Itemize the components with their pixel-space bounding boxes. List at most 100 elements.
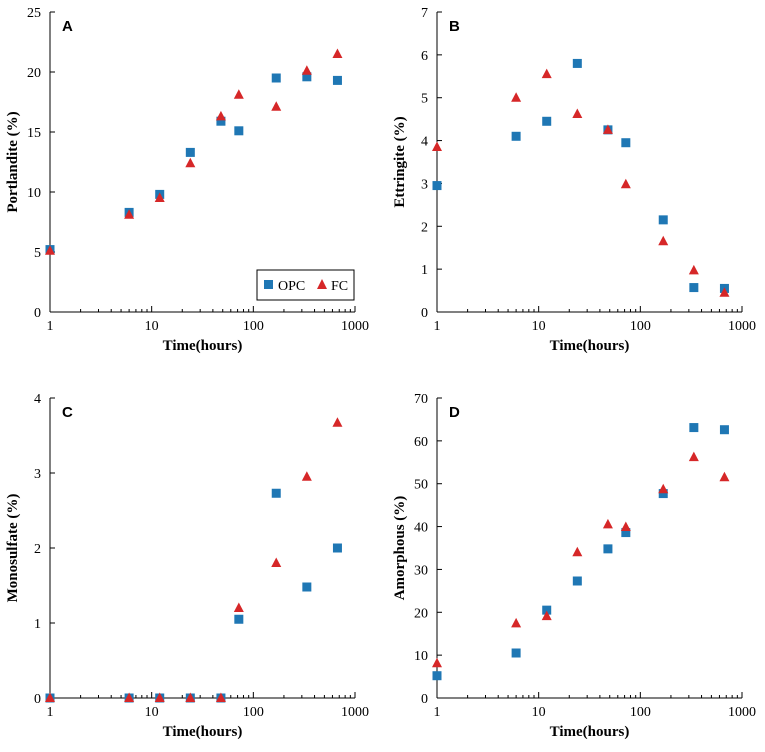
opc-point [689,423,699,433]
fc-point [233,602,244,612]
y-tick-label: 5 [421,92,428,107]
opc-point [511,131,521,141]
y-tick-label: 2 [34,542,41,557]
fc-point [154,192,165,202]
x-tick-label: 10 [145,319,159,334]
y-axis-title: Portlandite (%) [5,111,21,212]
y-tick-label: 5 [34,246,41,261]
y-tick-label: 0 [34,692,41,707]
opc-point [332,543,342,553]
y-tick-label: 4 [34,392,41,407]
x-tick-label: 10 [145,705,159,720]
panel-a: 0 5 10 15 20 25 1 10 100 1000 Time(hours) Portlandi… [5,6,369,354]
y-tick-label: 40 [414,521,428,536]
y-tick-label: 25 [27,6,41,21]
fc-point [45,245,55,255]
y-tick-label: 0 [34,306,41,321]
opc-point [216,116,226,126]
fc-point [541,610,552,621]
x-tick-label: 1 [434,319,441,334]
fc-point [332,48,343,58]
fc-point [301,471,312,481]
legend-fc-label: FC [331,279,348,294]
opc-point [658,489,668,499]
y-tick-label: 3 [421,177,428,192]
x-axis-title: Time(hours) [163,338,243,354]
fc-point [45,692,55,702]
y-tick-label: 50 [414,478,428,493]
fc-point [602,124,613,134]
y-tick-label: 0 [421,306,428,321]
opc-point [234,614,244,624]
opc-point [603,544,613,554]
opc-point [621,138,631,148]
y-axis-title: Amorphous (%) [392,496,408,601]
y-axis-title: Monosulfate (%) [5,494,21,603]
fc-point [124,692,135,702]
y-tick-label: 15 [27,126,41,141]
fc-point [541,68,552,79]
legend-opc-marker [264,280,273,289]
opc-point [511,648,521,658]
opc-point [719,425,729,435]
x-tick-label: 1000 [728,705,756,720]
x-axis-title: Time(hours) [550,724,630,740]
fc-point [124,209,135,219]
fc-point [185,157,196,168]
x-tick-label: 100 [630,319,651,334]
fc-point [154,692,165,702]
fc-point [688,451,699,462]
y-tick-label: 7 [421,6,428,21]
opc-point [234,126,244,136]
fc-point [620,521,631,531]
opc-point [332,75,342,85]
y-tick-label: 20 [414,606,428,621]
opc-point [658,215,668,225]
legend-fc-marker [317,279,327,289]
panel-label: A [62,18,73,35]
panel-label: B [449,18,460,35]
fc-point [271,557,282,567]
fc-point [233,89,244,99]
opc-point [302,582,312,592]
fc-point [620,178,631,189]
fc-point [271,101,282,111]
legend-opc-label: OPC [278,279,305,294]
fc-point [572,546,583,557]
x-tick-label: 100 [243,319,264,334]
fc-point [215,692,226,702]
fc-point [215,110,226,121]
fc-point [688,264,699,275]
fc-point [432,657,442,668]
y-tick-label: 1 [421,263,428,278]
opc-point [302,72,312,82]
legend-box [256,269,355,301]
y-tick-label: 1 [34,617,41,632]
panel-label: D [449,404,460,421]
fc-point [602,518,613,529]
x-tick-label: 100 [630,705,651,720]
opc-point [542,116,552,126]
opc-point [572,58,582,68]
y-tick-label: 20 [27,66,41,81]
panel-d: 0 10 20 30 40 50 60 70 1 10 100 1000 Time(hours) Amor… [392,392,756,740]
fc-point [301,65,312,75]
y-tick-label: 70 [414,392,428,407]
fc-point [572,108,583,118]
opc-point [689,283,699,293]
opc-point [271,488,281,498]
fc-point [332,417,343,427]
opc-point [185,147,195,157]
opc-point [432,181,442,191]
panel-label: C [62,404,73,421]
fc-point [511,92,522,102]
opc-point [621,528,631,538]
y-tick-label: 4 [421,135,428,150]
fc-point [432,141,442,151]
x-tick-label: 10 [532,319,546,334]
fc-point [658,235,669,246]
y-tick-label: 6 [421,49,428,64]
